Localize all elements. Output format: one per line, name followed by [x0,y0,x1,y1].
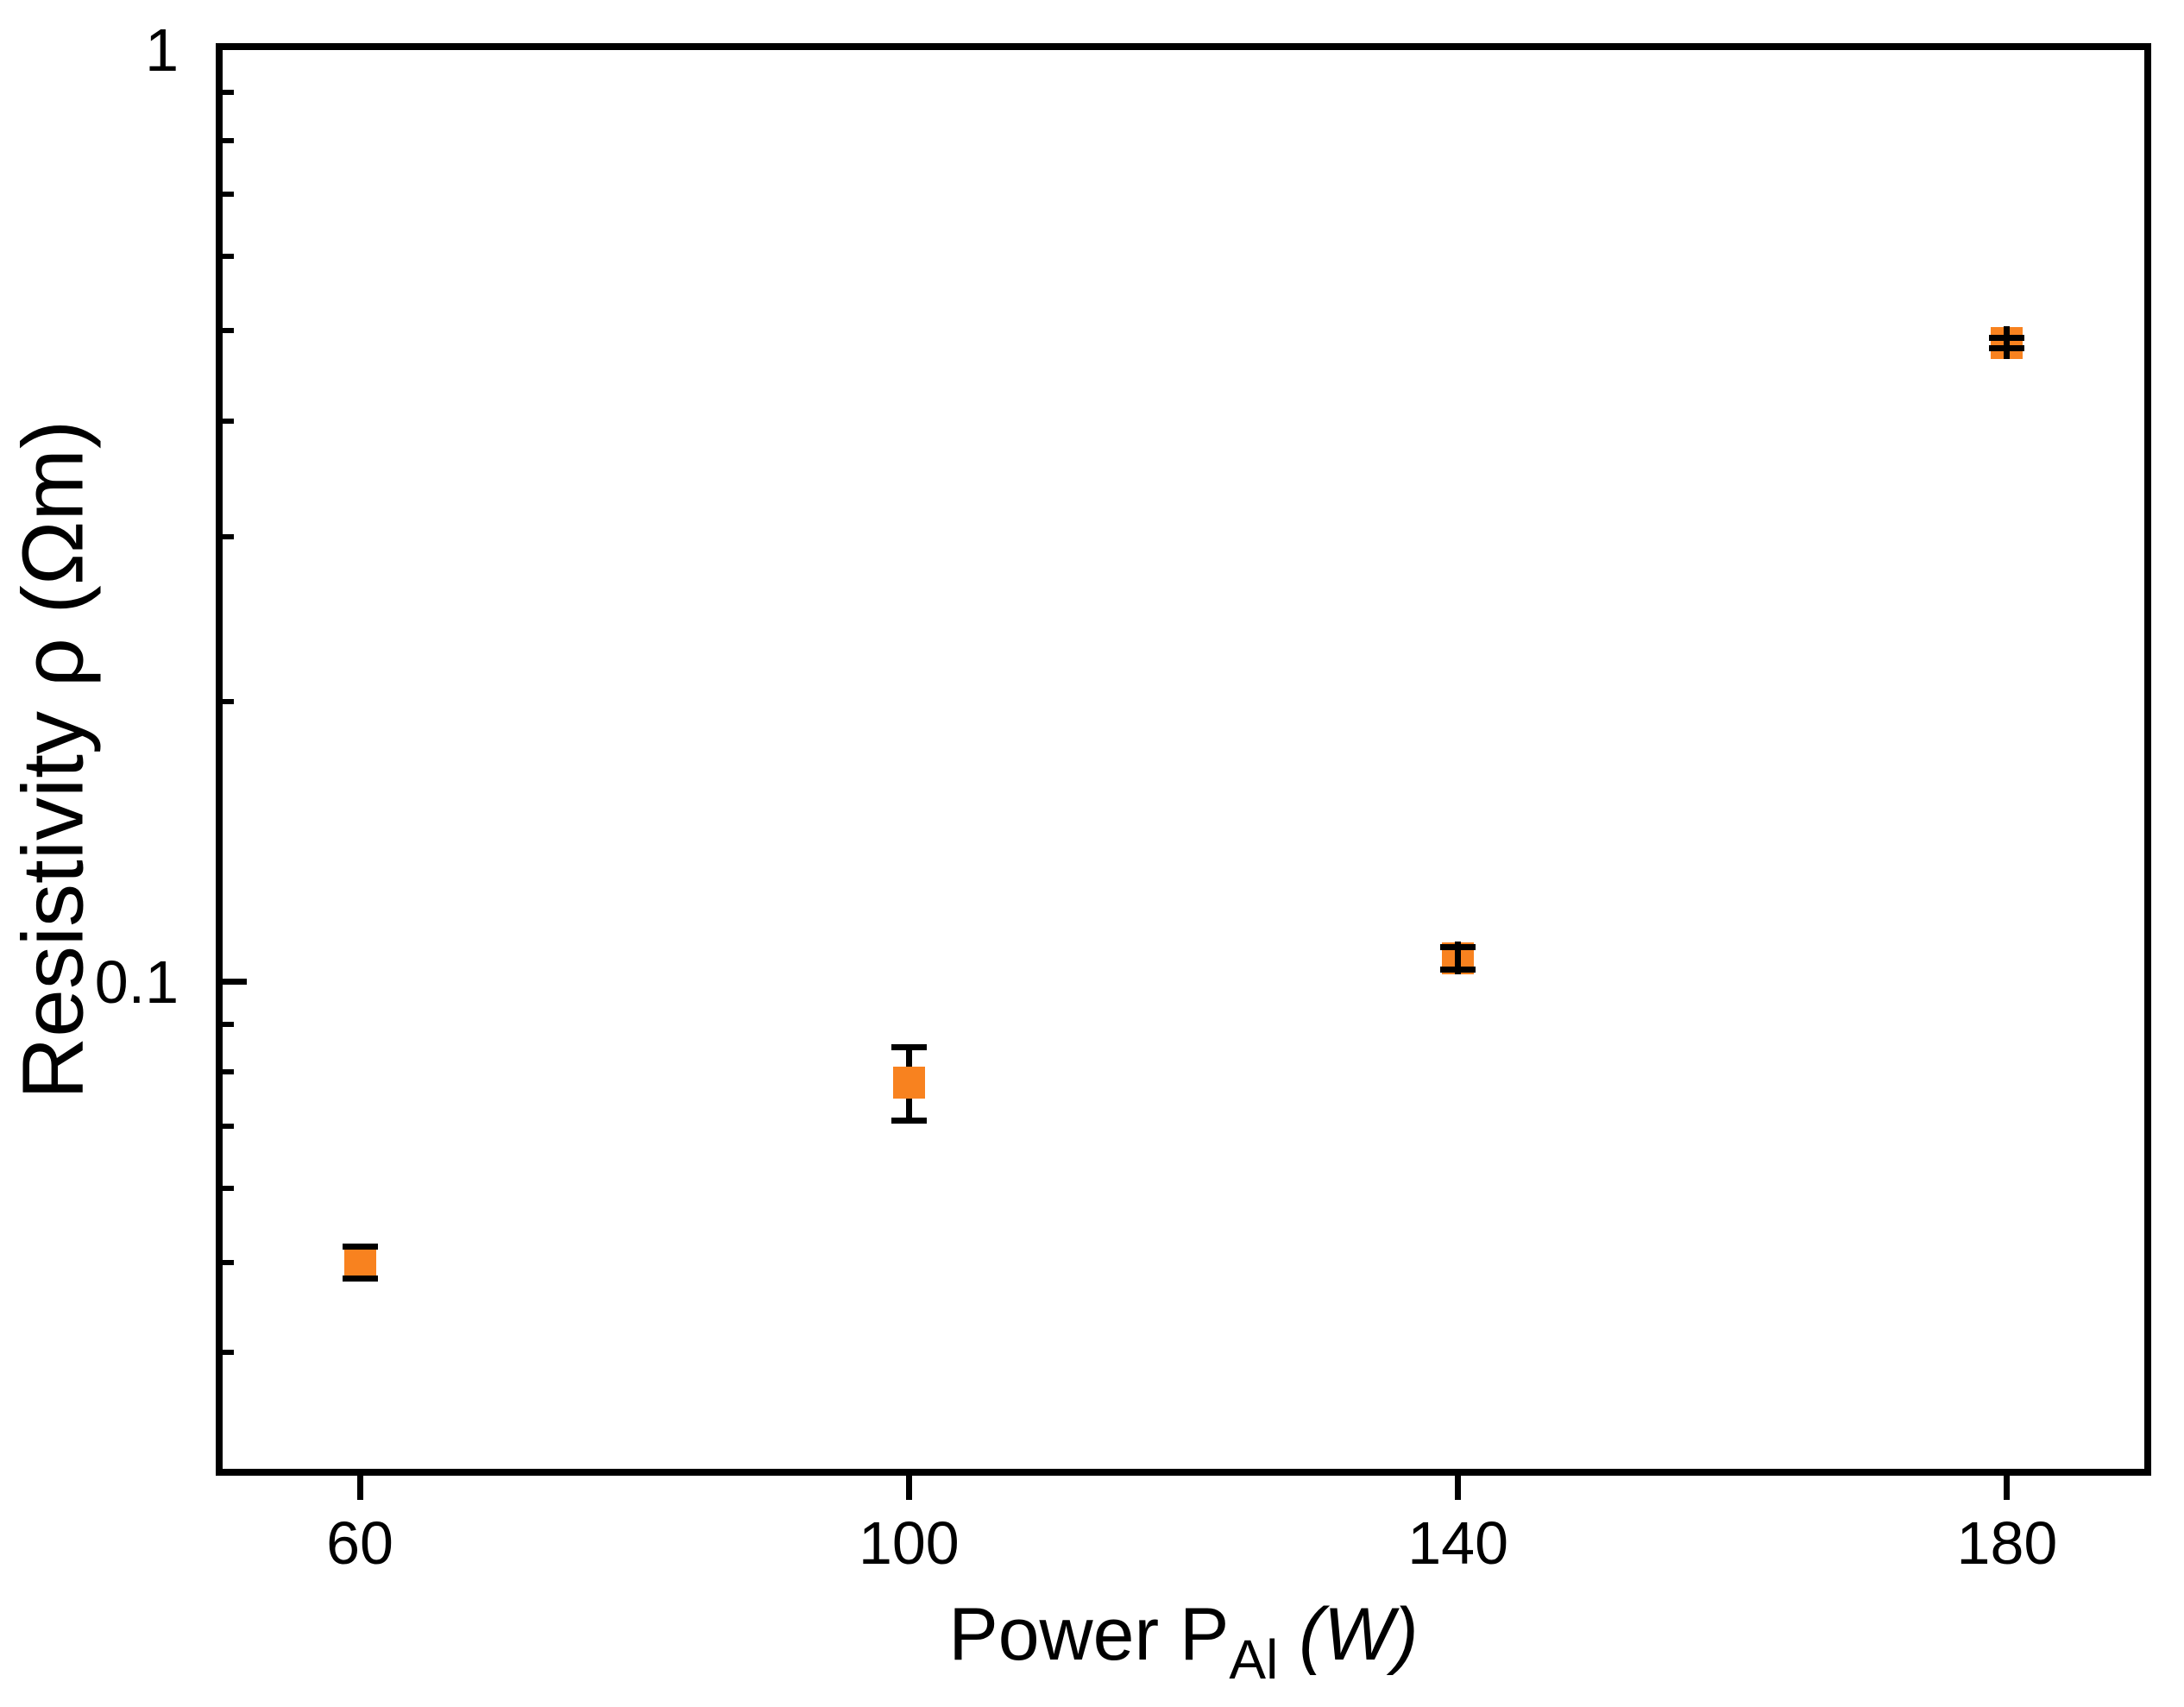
y-axis-minor-tick [223,1069,234,1075]
x-axis-tick [356,1476,363,1500]
error-bar-cap [891,1117,927,1124]
y-axis-tick-label: 1 [145,16,179,84]
y-axis-minor-tick [223,192,234,198]
y-axis-tick [223,979,247,986]
y-axis-minor-tick [223,254,234,260]
x-axis-tick-label: 180 [1956,1509,2058,1577]
x-axis-tick [1455,1476,1462,1500]
x-axis-title: Power PAl (W) [223,1597,2144,1687]
y-axis-minor-tick [223,698,234,704]
data-point-marker [343,1246,376,1278]
x-axis-tick-label: 140 [1407,1509,1509,1577]
y-axis-minor-tick [223,327,234,333]
x-axis-tick [905,1476,912,1500]
plot-area [216,43,2151,1476]
y-axis-minor-tick [223,1259,234,1265]
y-axis-minor-tick [223,1186,234,1192]
x-axis-title-subscript: Al [1229,1628,1279,1691]
y-axis-minor-tick [223,90,234,96]
y-axis-minor-tick [223,534,234,540]
y-axis-minor-tick [223,418,234,424]
y-axis-minor-tick [223,1123,234,1129]
error-bar-cap [891,1044,927,1051]
data-point-marker [892,1066,925,1099]
y-axis-minor-tick [223,1021,234,1027]
error-bar-cap [342,1276,378,1282]
y-axis-minor-tick [223,137,234,143]
error-bar-stem [2004,326,2011,360]
x-axis-tick [2004,1476,2011,1500]
error-bar-cap [342,1243,378,1250]
error-bar-stem [1455,942,1462,975]
x-axis-tick-label: 100 [858,1509,960,1577]
x-axis-tick-label: 60 [326,1509,393,1577]
x-axis-title-unit: (W) [1299,1593,1419,1676]
y-axis-minor-tick [223,1350,234,1356]
y-axis-tick-label: 0.1 [94,948,179,1016]
x-axis-title-text: Power P [948,1593,1230,1676]
y-axis-title: Resistivity ρ (Ωm) [4,419,102,1099]
